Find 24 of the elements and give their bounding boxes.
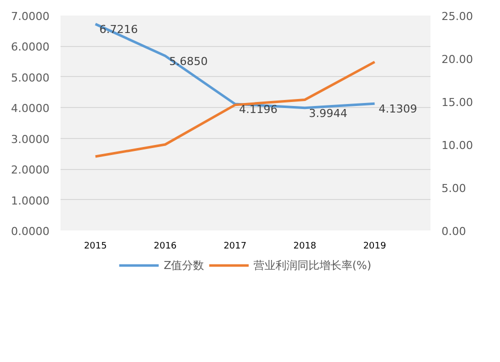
y2-tick-label: 0.00 [442,225,466,238]
x-tick-label: 2017 [224,242,246,252]
legend-label: 营业利润同比增长率(%) [253,258,372,272]
y-tick-label: 3.0000 [11,132,50,146]
y2-tick-label: 10.00 [442,139,473,152]
y-tick-label: 0.0000 [11,225,50,238]
x-tick-label: 2018 [293,242,317,252]
y-tick-label: 4.0000 [11,102,50,116]
x-tick-label: 2016 [154,242,177,252]
y-tick-label: 6.0000 [11,40,50,54]
y-tick-label: 5.0000 [11,71,50,84]
y-tick-label: 1.0000 [11,194,50,208]
data-label: 4.1309 [378,102,418,116]
x-tick-label: 2015 [84,242,107,252]
legend-label: Z值分数 [164,258,204,272]
y2-tick-label: 20.00 [442,53,473,66]
y-tick-label: 7.0000 [11,10,50,23]
y2-tick-label: 15.00 [442,96,473,109]
y2-tick-label: 25.00 [442,10,473,23]
x-tick-label: 2019 [363,242,386,252]
y-tick-label: 2.0000 [11,164,50,177]
data-label: 3.9944 [308,106,348,120]
data-label: 4.1196 [239,102,278,116]
y2-tick-label: 5.00 [442,182,466,195]
